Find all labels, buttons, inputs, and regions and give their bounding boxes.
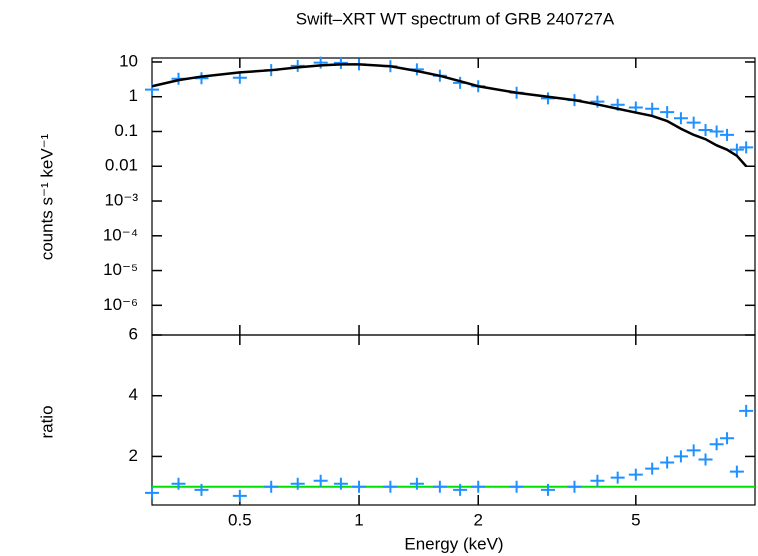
data-point xyxy=(686,116,701,129)
y-tick-label: 10⁻⁶ xyxy=(103,295,138,314)
data-point xyxy=(313,474,328,487)
y-tick-label: 10 xyxy=(119,51,138,70)
y-axis-label: counts s⁻¹ keV⁻¹ xyxy=(37,133,56,260)
data-point xyxy=(383,480,398,493)
y-tick-label: 4 xyxy=(129,385,138,404)
data-point xyxy=(333,56,348,69)
x-tick-label: 1 xyxy=(354,510,363,529)
data-point xyxy=(509,480,524,493)
data-point xyxy=(540,483,555,496)
x-axis-label: Energy (keV) xyxy=(404,534,503,553)
plot-frame xyxy=(151,57,756,336)
data-point xyxy=(698,124,713,137)
data-point xyxy=(194,483,209,496)
data-point xyxy=(729,465,744,478)
y-axis-label: ratio xyxy=(37,405,56,438)
y-tick-label: 0.01 xyxy=(105,156,138,175)
data-point xyxy=(729,143,744,156)
data-point xyxy=(739,404,754,417)
data-point xyxy=(290,477,305,490)
data-point xyxy=(720,432,735,445)
data-point xyxy=(660,106,675,119)
y-tick-label: 10⁻³ xyxy=(104,191,138,210)
data-point xyxy=(567,480,582,493)
data-point xyxy=(352,480,367,493)
data-point xyxy=(628,468,643,481)
y-tick-label: 10⁻⁴ xyxy=(103,225,138,244)
data-point xyxy=(673,450,688,463)
data-point xyxy=(645,102,660,115)
x-tick-label: 2 xyxy=(474,510,483,529)
model-line xyxy=(151,63,748,168)
data-point xyxy=(264,480,279,493)
data-point xyxy=(610,471,625,484)
data-point xyxy=(590,474,605,487)
chart-title: Swift–XRT WT spectrum of GRB 240727A xyxy=(296,9,615,28)
y-tick-label: 2 xyxy=(129,446,138,465)
data-point xyxy=(645,462,660,475)
y-tick-label: 1 xyxy=(129,86,138,105)
data-point xyxy=(673,112,688,125)
data-point xyxy=(409,477,424,490)
data-point xyxy=(232,489,247,502)
data-point xyxy=(471,480,486,493)
data-point xyxy=(709,438,724,451)
y-tick-label: 0.1 xyxy=(114,121,138,140)
x-tick-label: 5 xyxy=(631,510,640,529)
plot-frame xyxy=(151,334,756,506)
data-point xyxy=(145,486,159,499)
data-point xyxy=(709,125,724,138)
x-tick-label: 0.5 xyxy=(228,510,252,529)
y-tick-label: 6 xyxy=(129,324,138,343)
data-point xyxy=(698,453,713,466)
data-point xyxy=(686,444,701,457)
y-tick-label: 10⁻⁵ xyxy=(103,260,138,279)
data-point xyxy=(432,480,447,493)
data-point xyxy=(171,477,186,490)
data-point xyxy=(660,456,675,469)
data-point xyxy=(720,128,735,141)
data-point xyxy=(232,71,247,84)
data-point xyxy=(453,483,468,496)
data-point xyxy=(739,141,754,154)
data-point xyxy=(333,477,348,490)
